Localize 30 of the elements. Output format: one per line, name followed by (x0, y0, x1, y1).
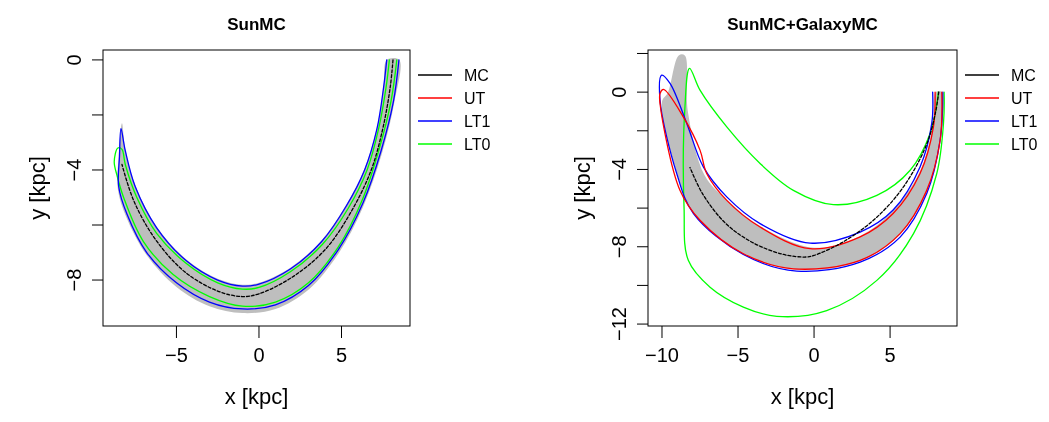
y-axis-title: y [kpc] (570, 156, 595, 220)
legend-label: LT1 (1011, 113, 1038, 130)
x-tick-label: −5 (165, 344, 188, 366)
legend-label: LT0 (1011, 136, 1038, 153)
line-series (689, 91, 940, 258)
legend-label: MC (1011, 67, 1036, 84)
legend-label: UT (1011, 90, 1033, 107)
legend-label: UT (464, 90, 486, 107)
y-tick-label: −8 (63, 268, 85, 292)
chart-title: SunMC+GalaxyMC (727, 15, 878, 34)
y-tick-label: −12 (608, 307, 630, 342)
legend-label: LT0 (464, 136, 491, 153)
line-series (682, 67, 945, 318)
legend-label: LT1 (464, 113, 491, 130)
chart-title: SunMC (227, 15, 286, 34)
y-tick-label: −8 (608, 235, 630, 259)
x-axis-title: x [kpc] (770, 384, 835, 409)
x-tick-label: 5 (335, 344, 348, 366)
y-tick-label: −4 (63, 158, 85, 182)
y-tick-label: 0 (63, 54, 85, 66)
x-tick-label: 0 (808, 344, 820, 366)
y-axis-title: y [kpc] (25, 156, 50, 220)
x-tick-label: −5 (726, 344, 750, 366)
legend-label: MC (464, 67, 489, 84)
x-tick-label: 5 (884, 344, 896, 366)
x-tick-label: 0 (253, 344, 265, 366)
y-tick-label: 0 (608, 86, 630, 98)
y-tick-label: −4 (608, 158, 630, 181)
x-axis-title: x [kpc] (224, 384, 289, 409)
x-tick-label: −10 (645, 344, 679, 366)
